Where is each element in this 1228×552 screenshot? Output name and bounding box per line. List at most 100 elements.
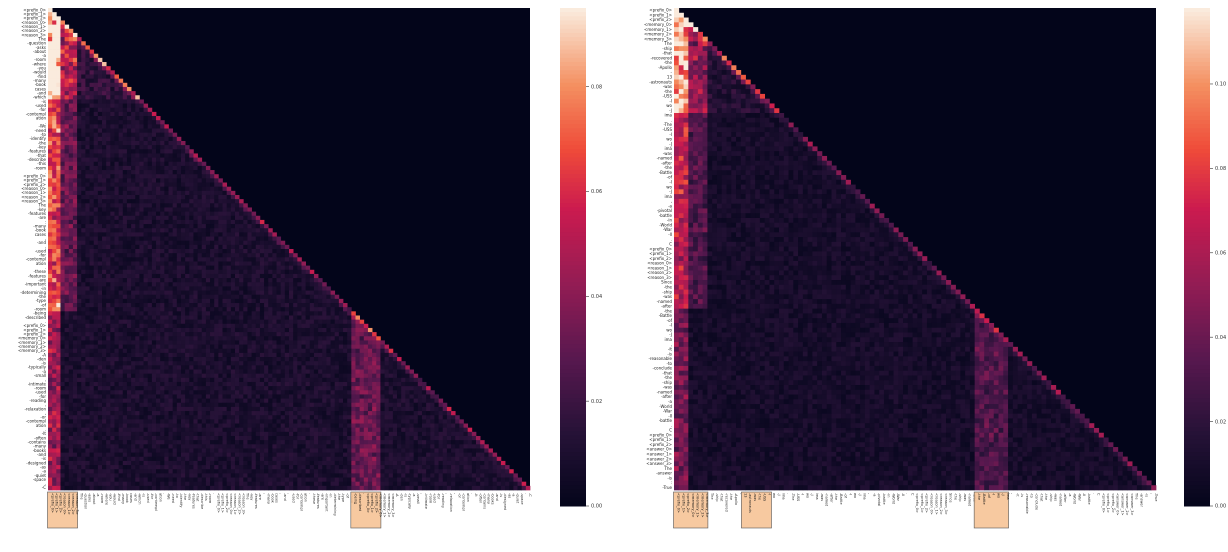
heatmap-cell [172, 182, 178, 188]
heatmap-cell [355, 402, 360, 408]
heatmap-cell [156, 340, 161, 345]
heatmap-cell [259, 219, 265, 225]
heatmap-cell [135, 332, 140, 337]
heatmap-cell [60, 290, 65, 296]
heatmap-cell [210, 253, 215, 258]
heatmap-cell [56, 45, 61, 50]
heatmap-cell [122, 244, 128, 250]
heatmap-cell [193, 340, 198, 345]
heatmap-cell [343, 336, 348, 341]
heatmap-cell [156, 249, 161, 254]
heatmap-cell [56, 82, 61, 88]
heatmap-cell [313, 386, 319, 391]
heatmap-cell [64, 194, 70, 200]
heatmap-cell [380, 386, 385, 391]
heatmap-cell [247, 411, 252, 416]
heatmap-cell [139, 132, 144, 138]
heatmap-cell [293, 377, 298, 383]
heatmap-cell [230, 244, 236, 250]
heatmap-cell [293, 273, 298, 279]
heatmap-cell [60, 411, 65, 416]
heatmap-cell [52, 307, 57, 312]
heatmap-cell [201, 394, 207, 399]
heatmap-cell [230, 352, 236, 358]
heatmap-cell [102, 411, 107, 416]
heatmap-cell [284, 369, 290, 375]
heatmap-cell [147, 290, 153, 296]
heatmap-cell [301, 311, 306, 316]
heatmap-cell [85, 307, 90, 312]
heatmap-cell [289, 257, 294, 262]
heatmap-cell [343, 344, 348, 350]
heatmap-cell [397, 373, 402, 379]
heatmap-cell [409, 406, 415, 412]
heatmap-cell [122, 261, 128, 266]
heatmap-cell [77, 99, 82, 104]
heatmap-cell [305, 402, 311, 408]
heatmap-cell [226, 394, 232, 399]
heatmap-cell [201, 369, 207, 375]
heatmap-cell [114, 377, 119, 383]
heatmap-cell [151, 145, 157, 150]
heatmap-cell [289, 365, 294, 370]
heatmap-cell [77, 199, 82, 204]
heatmap-cell [68, 132, 74, 138]
heatmap-cell [89, 124, 95, 129]
heatmap-cell [97, 269, 103, 275]
heatmap-cell [293, 336, 298, 341]
heatmap-cell [151, 249, 157, 254]
heatmap-cell [222, 182, 228, 188]
heatmap-cell [118, 406, 124, 412]
heatmap-cell [156, 327, 161, 333]
heatmap-cell [77, 348, 82, 354]
heatmap-cell [135, 402, 140, 408]
heatmap-cell [330, 294, 336, 300]
heatmap-cell [222, 211, 228, 217]
heatmap-cell [160, 165, 165, 171]
heatmap-cell [338, 303, 344, 308]
heatmap-cell [259, 415, 265, 420]
heatmap-cell [172, 394, 178, 399]
heatmap-cell [135, 352, 140, 358]
heatmap-cell [255, 319, 261, 325]
heatmap-cell [156, 282, 161, 287]
heatmap-cell [230, 269, 236, 275]
heatmap-cell [143, 398, 149, 404]
heatmap-cell [110, 140, 115, 146]
heatmap-cell [297, 394, 302, 399]
heatmap-cell [189, 406, 194, 412]
heatmap-cell [60, 157, 65, 163]
heatmap-cell [330, 415, 336, 420]
heatmap-cell [284, 249, 290, 254]
heatmap-cell [185, 211, 190, 217]
heatmap-cell [72, 344, 78, 350]
heatmap-cell [301, 348, 306, 354]
heatmap-cell [81, 174, 86, 179]
heatmap-cell [185, 323, 190, 329]
heatmap-cell [48, 78, 53, 84]
heatmap-cell [102, 124, 107, 129]
heatmap-cell [147, 240, 153, 246]
heatmap-cell [284, 294, 290, 300]
heatmap-cell [234, 394, 240, 399]
heatmap-cell [172, 311, 178, 316]
heatmap-cell [259, 228, 265, 233]
heatmap-cell [81, 315, 86, 320]
heatmap-cell [218, 194, 223, 200]
heatmap-cell [363, 344, 369, 350]
heatmap-cell [347, 415, 352, 420]
heatmap-cell [106, 91, 111, 96]
heatmap-cell [164, 236, 169, 242]
heatmap-cell [135, 257, 140, 262]
heatmap-cell [81, 199, 86, 204]
heatmap-cell [60, 249, 65, 254]
heatmap-cell [151, 303, 157, 308]
heatmap-cell [376, 357, 381, 362]
heatmap-cell [77, 298, 82, 304]
heatmap-cell [168, 311, 174, 316]
heatmap-cell [268, 411, 273, 416]
heatmap-cell [259, 377, 265, 383]
heatmap-cell [280, 415, 286, 420]
heatmap-cell [89, 107, 95, 113]
heatmap-cell [363, 361, 369, 366]
